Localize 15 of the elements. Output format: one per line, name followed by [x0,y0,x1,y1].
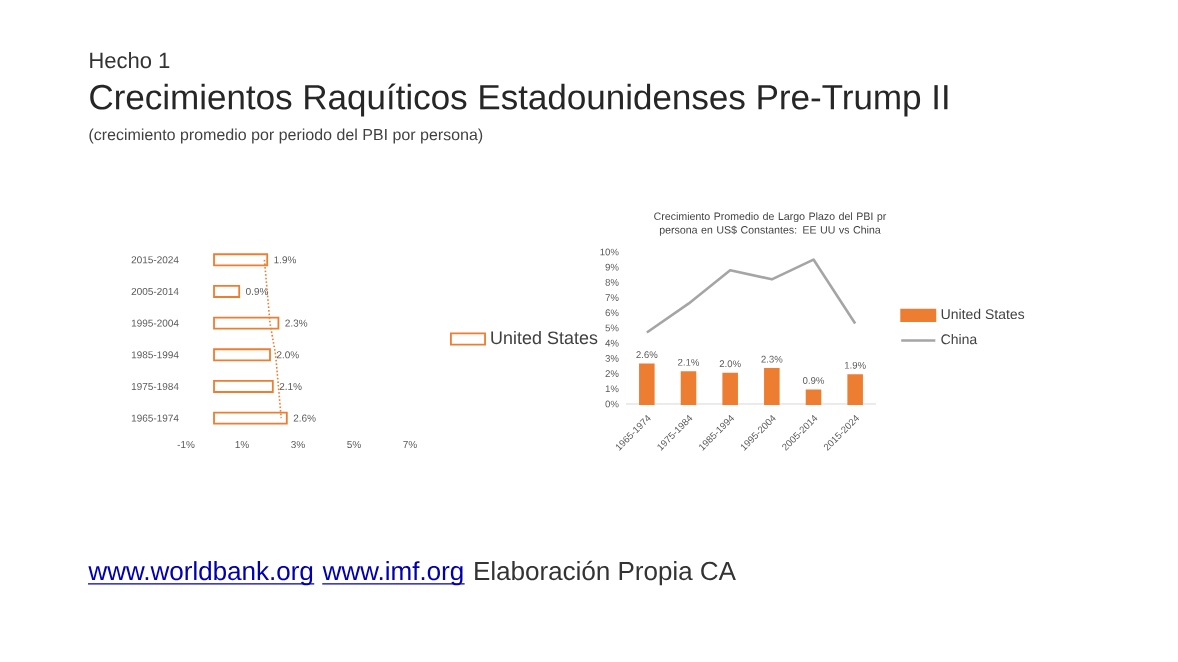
bar [680,371,697,405]
bar [639,363,655,405]
line-series [645,258,857,334]
text: www.worldbank.org [88,561,313,586]
bar [213,285,241,298]
text: Hecho 1 [90,52,170,69]
bar [764,368,780,405]
bar [847,374,863,405]
legend-label: United States [491,330,598,345]
text: Elaboración Propia CA [475,560,736,586]
bar [805,389,822,405]
bar [722,372,738,405]
chart-subtitle: (crecimiento promedio por periodo del PBI por persona) [89,128,483,144]
text: www.imf.org [322,561,463,586]
text: Crecimientos Raquíticos Estadounidenses Pre-Trump II [90,83,948,117]
